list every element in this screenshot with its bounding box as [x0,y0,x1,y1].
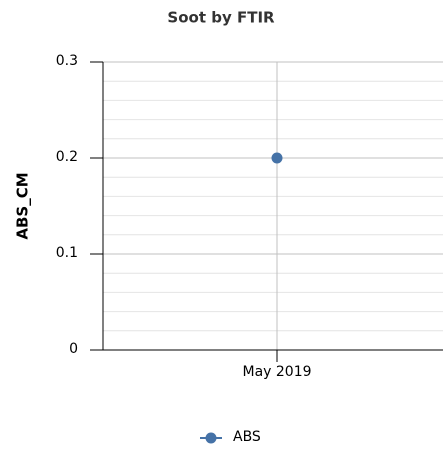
y-axis-title: ABS_CM [14,172,32,239]
x-tick-label: May 2019 [242,364,311,380]
chart-title: Soot by FTIR [167,9,275,27]
data-point [271,152,283,164]
legend-label: ABS [233,429,261,445]
y-tick-label: 0 [69,341,78,357]
y-tick-label: 0.1 [56,245,78,261]
y-tick-label: 0.2 [56,149,78,165]
y-tick-label: 0.3 [56,53,78,69]
legend-marker [205,432,217,444]
